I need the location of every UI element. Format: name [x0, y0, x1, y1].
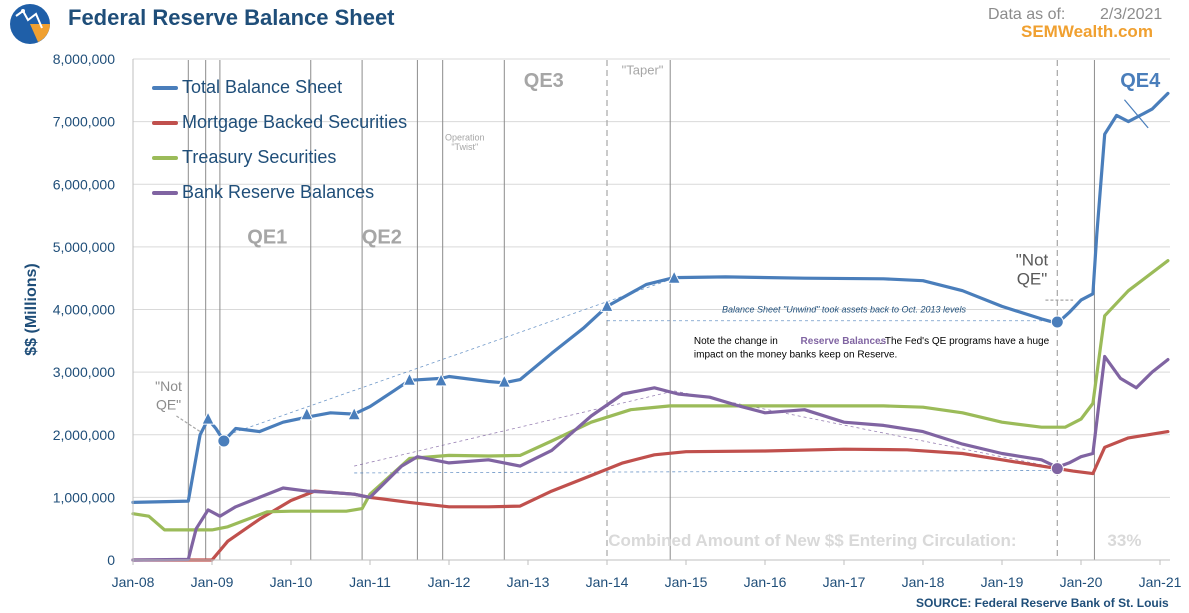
circle-marker [217, 434, 231, 448]
qe4-arrow [1123, 99, 1149, 129]
y-tick-label: 7,000,000 [53, 114, 115, 130]
guide-lines [227, 277, 1058, 474]
annotation-notqe_left_1: "Not [155, 378, 182, 394]
axes: 0 1,000,000 2,000,000 3,000,000 4,000,000 5,0… [23, 51, 1182, 590]
x-tick-label: Jan-09 [191, 574, 234, 590]
circle-marker [1050, 315, 1064, 329]
series-line-0 [131, 91, 1170, 504]
legend-label-treasury: Treasury Securities [182, 147, 337, 167]
annotation-qe2: QE2 [362, 227, 402, 249]
data-asof-date: 2/3/2021 [1100, 6, 1163, 23]
data-asof-label: Data as of: [988, 6, 1066, 23]
x-tick-label: Jan-15 [665, 574, 708, 590]
brand-link[interactable]: SEMWealth.com [1021, 22, 1153, 41]
y-tick-label: 2,000,000 [53, 427, 115, 443]
x-tick-label: Jan-13 [507, 574, 550, 590]
globe-chart-logo-icon [8, 2, 52, 46]
guide-line [354, 470, 1058, 474]
y-tick-label: 4,000,000 [53, 302, 115, 318]
triangle-marker [434, 372, 448, 387]
annotation-note_suffix: . The Fed's QE programs have a huge [880, 336, 1050, 347]
x-tick-label: Jan-18 [902, 574, 945, 590]
triangle-marker [600, 298, 614, 312]
annotation-notqe_right_1: "Not [1016, 251, 1049, 270]
annotation-qe1: QE1 [247, 227, 287, 249]
x-tick-label: Jan-20 [1060, 574, 1103, 590]
annotation-combined_value: 33% [1107, 531, 1141, 550]
guide-line [354, 390, 675, 467]
x-tick-label: Jan-12 [428, 574, 471, 590]
y-tick-label: 1,000,000 [53, 489, 115, 505]
x-tick-label: Jan-14 [586, 574, 629, 590]
y-tick-label: 3,000,000 [53, 364, 115, 380]
x-tick-label: Jan-10 [270, 574, 313, 590]
legend-label-mbs: Mortgage Backed Securities [182, 112, 408, 132]
legend-swatch-treasury [152, 155, 178, 160]
annotation-qe4: QE4 [1120, 70, 1161, 92]
circle-marker [1050, 462, 1064, 476]
x-tick-label: Jan-21 [1139, 574, 1182, 590]
legend-label-reserves: Bank Reserve Balances [182, 182, 375, 202]
triangle-marker [201, 410, 215, 425]
triangle-marker [497, 374, 512, 388]
y-tick-label: 6,000,000 [53, 176, 115, 192]
y-tick-label: 0 [107, 552, 115, 568]
legend-item-total: Total Balance Sheet [152, 70, 407, 105]
guide-line [674, 390, 1058, 469]
legend-swatch-total [152, 85, 178, 90]
guide-line [227, 277, 675, 436]
triangle-marker [299, 406, 314, 421]
annotation-note_line2: impact on the money banks keep on Reserv… [694, 350, 897, 361]
annotation-qe3: QE3 [524, 70, 564, 92]
event-lines [187, 60, 1095, 560]
x-tick-label: Jan-08 [112, 574, 155, 590]
annotation-twist_2: "Twist" [451, 142, 478, 152]
annotation-note_prefix: Note the change in [694, 336, 778, 347]
annotation-unwind: Balance Sheet "Unwind" took assets back … [722, 305, 967, 315]
annotation-notqe_right_2: QE" [1017, 269, 1048, 288]
legend-label-total: Total Balance Sheet [182, 77, 343, 97]
y-tick-label: 8,000,000 [53, 51, 115, 67]
grid-lines [133, 58, 1170, 561]
chart-legend: Total Balance Sheet Mortgage Backed Secu… [152, 70, 407, 210]
y-tick-label: 5,000,000 [53, 239, 115, 255]
annotation-note_reserve: Reserve Balances [801, 336, 887, 347]
annotation-twist_1: Operation [445, 132, 485, 142]
triangle-marker [402, 372, 417, 386]
legend-item-treasury: Treasury Securities [152, 140, 407, 175]
series-markers [201, 270, 1064, 476]
series-line-2 [131, 259, 1170, 532]
legend-swatch-mbs [152, 120, 178, 125]
x-tick-label: Jan-17 [823, 574, 866, 590]
page-title: Federal Reserve Balance Sheet [68, 5, 395, 30]
y-axis-title: $$ (Millions) [23, 263, 40, 355]
x-tick-label: Jan-19 [981, 574, 1024, 590]
triangle-marker [347, 406, 362, 421]
annotation-taper: "Taper" [622, 63, 664, 78]
source-credit: SOURCE: Federal Reserve Bank of St. Loui… [916, 596, 1169, 610]
x-tick-label: Jan-16 [744, 574, 787, 590]
series-line-3 [131, 354, 1170, 562]
legend-item-reserves: Bank Reserve Balances [152, 175, 407, 210]
legend-item-mbs: Mortgage Backed Securities [152, 105, 407, 140]
annotation-combined_label: Combined Amount of New $$ Entering Circu… [608, 531, 1016, 550]
annotation-notqe_left_2: QE" [156, 397, 181, 413]
triangle-marker [667, 270, 681, 284]
x-tick-label: Jan-11 [349, 574, 391, 590]
legend-swatch-reserves [152, 190, 178, 195]
